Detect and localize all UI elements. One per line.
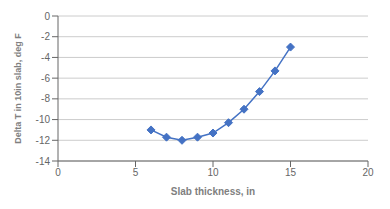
svg-text:0: 0 — [55, 167, 61, 178]
svg-text:-2: -2 — [41, 31, 50, 42]
svg-text:20: 20 — [362, 167, 374, 178]
svg-text:-10: -10 — [36, 114, 51, 125]
svg-text:-12: -12 — [36, 135, 51, 146]
svg-text:-4: -4 — [41, 52, 50, 63]
svg-text:Slab thickness, in: Slab thickness, in — [171, 186, 255, 197]
svg-text:Delta T in 10in slab, deg F: Delta T in 10in slab, deg F — [13, 33, 23, 144]
svg-text:0: 0 — [44, 11, 50, 22]
svg-text:10: 10 — [207, 167, 219, 178]
svg-text:15: 15 — [285, 167, 297, 178]
svg-text:5: 5 — [133, 167, 139, 178]
svg-text:-8: -8 — [41, 93, 50, 104]
svg-text:-6: -6 — [41, 73, 50, 84]
svg-text:-14: -14 — [36, 156, 51, 167]
